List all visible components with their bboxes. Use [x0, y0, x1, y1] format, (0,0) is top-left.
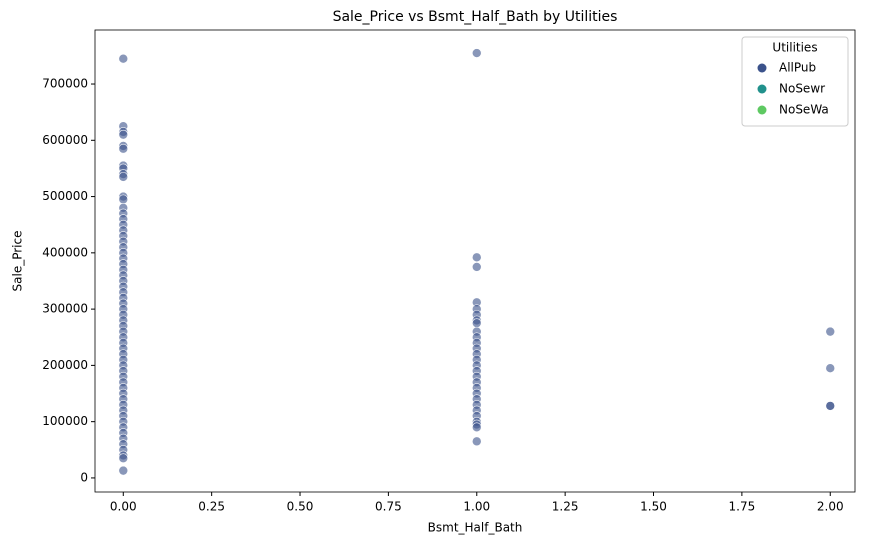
y-axis-label: Sale_Price [11, 231, 25, 292]
chart-title: Sale_Price vs Bsmt_Half_Bath by Utilitie… [333, 9, 618, 25]
x-tick-label: 1.50 [640, 500, 667, 514]
y-tick-label: 100000 [42, 414, 88, 428]
x-tick-label: 0.25 [198, 500, 225, 514]
x-tick-label: 0.50 [287, 500, 314, 514]
point [118, 143, 129, 154]
y-tick-label: 300000 [42, 302, 88, 316]
plot-frame [94, 29, 856, 493]
legend-label: NoSeWa [779, 103, 829, 117]
point [118, 53, 129, 64]
legend-marker [757, 105, 767, 115]
x-tick-label: 1.00 [463, 500, 490, 514]
x-tick-label: 2.00 [817, 500, 844, 514]
legend-label: AllPub [779, 61, 816, 75]
legend-marker [757, 63, 767, 73]
point [825, 363, 836, 373]
point [118, 194, 129, 205]
point [118, 453, 129, 464]
legend-marker [757, 84, 767, 94]
point [118, 129, 129, 140]
point [471, 48, 482, 58]
legend-box [741, 36, 849, 127]
x-tick-label: 1.25 [552, 500, 579, 514]
point [825, 326, 836, 337]
point [118, 172, 129, 182]
x-axis-label: Bsmt_Half_Bath [428, 521, 523, 535]
x-tick-label: 0.00 [110, 500, 137, 514]
y-tick-label: 500000 [42, 189, 88, 203]
legend-title: Utilities [772, 41, 817, 55]
y-tick-label: 0 [80, 470, 88, 484]
y-tick-label: 200000 [42, 358, 88, 372]
point [471, 436, 482, 447]
y-tick-label: 400000 [42, 245, 88, 259]
point [825, 401, 836, 411]
y-tick-label: 600000 [42, 133, 88, 147]
x-tick-label: 0.75 [375, 500, 402, 514]
point [471, 318, 482, 328]
point [471, 422, 482, 433]
point [118, 465, 129, 476]
point [471, 262, 482, 272]
x-tick-label: 1.75 [729, 500, 756, 514]
legend-label: NoSewr [779, 82, 825, 96]
point [471, 252, 482, 263]
y-tick-label: 700000 [42, 77, 88, 91]
